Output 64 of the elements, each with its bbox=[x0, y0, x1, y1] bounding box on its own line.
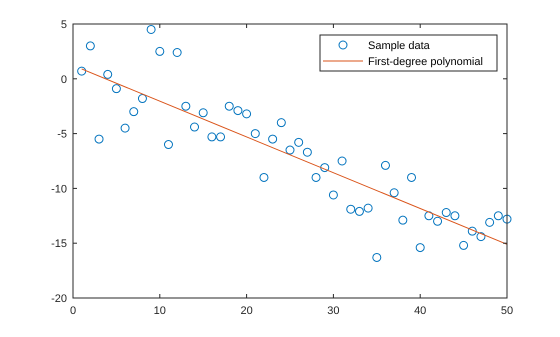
point bbox=[442, 208, 451, 218]
x-tick-label: 10 bbox=[154, 305, 166, 317]
point bbox=[320, 163, 330, 172]
point bbox=[268, 134, 278, 144]
point bbox=[433, 216, 442, 226]
point bbox=[259, 172, 268, 182]
point bbox=[250, 129, 260, 138]
legend-label: Sample data bbox=[368, 40, 431, 52]
y-tick-label: -10 bbox=[51, 183, 67, 196]
point bbox=[398, 216, 408, 225]
y-tick-label: 0 bbox=[60, 74, 67, 86]
point bbox=[86, 41, 95, 50]
point bbox=[380, 160, 390, 170]
point bbox=[276, 118, 286, 128]
point bbox=[407, 172, 416, 182]
point bbox=[294, 138, 304, 147]
point bbox=[468, 226, 477, 236]
point bbox=[77, 66, 86, 76]
point bbox=[181, 102, 190, 111]
point bbox=[155, 46, 164, 56]
point bbox=[120, 124, 130, 133]
point bbox=[207, 132, 216, 142]
point bbox=[233, 106, 242, 116]
point bbox=[424, 211, 434, 220]
point bbox=[476, 232, 486, 242]
point bbox=[372, 252, 382, 262]
point bbox=[242, 109, 252, 118]
point bbox=[164, 140, 173, 150]
point bbox=[286, 146, 294, 155]
x-tick-label: 40 bbox=[414, 305, 426, 317]
point bbox=[103, 70, 112, 79]
point bbox=[146, 24, 156, 34]
point bbox=[112, 84, 121, 94]
x-tick-label: 0 bbox=[70, 305, 76, 317]
point bbox=[224, 102, 234, 111]
point bbox=[302, 148, 312, 157]
point bbox=[354, 206, 364, 216]
legend-label: First-degree polynomial bbox=[368, 56, 483, 68]
point bbox=[312, 172, 321, 182]
point bbox=[328, 190, 338, 200]
x-tick-label: 30 bbox=[327, 305, 340, 317]
x-tick-label: 20 bbox=[240, 305, 253, 317]
point bbox=[459, 240, 468, 250]
point bbox=[338, 156, 347, 166]
point bbox=[216, 132, 226, 142]
point bbox=[416, 243, 425, 252]
point bbox=[346, 204, 356, 214]
point bbox=[129, 107, 138, 116]
point bbox=[172, 48, 182, 57]
y-tick-label: -5 bbox=[57, 128, 67, 141]
point bbox=[94, 134, 104, 144]
x-tick-label: 50 bbox=[500, 305, 514, 317]
y-tick-label: -20 bbox=[51, 293, 67, 305]
y-tick-label: 5 bbox=[60, 19, 67, 31]
point bbox=[502, 214, 512, 224]
y-tick-label: -15 bbox=[51, 238, 67, 250]
point bbox=[190, 122, 200, 132]
point bbox=[138, 94, 147, 104]
point bbox=[364, 204, 373, 213]
point bbox=[198, 108, 208, 118]
point bbox=[450, 211, 460, 220]
point bbox=[494, 211, 503, 220]
point bbox=[390, 188, 399, 198]
point bbox=[485, 218, 494, 227]
